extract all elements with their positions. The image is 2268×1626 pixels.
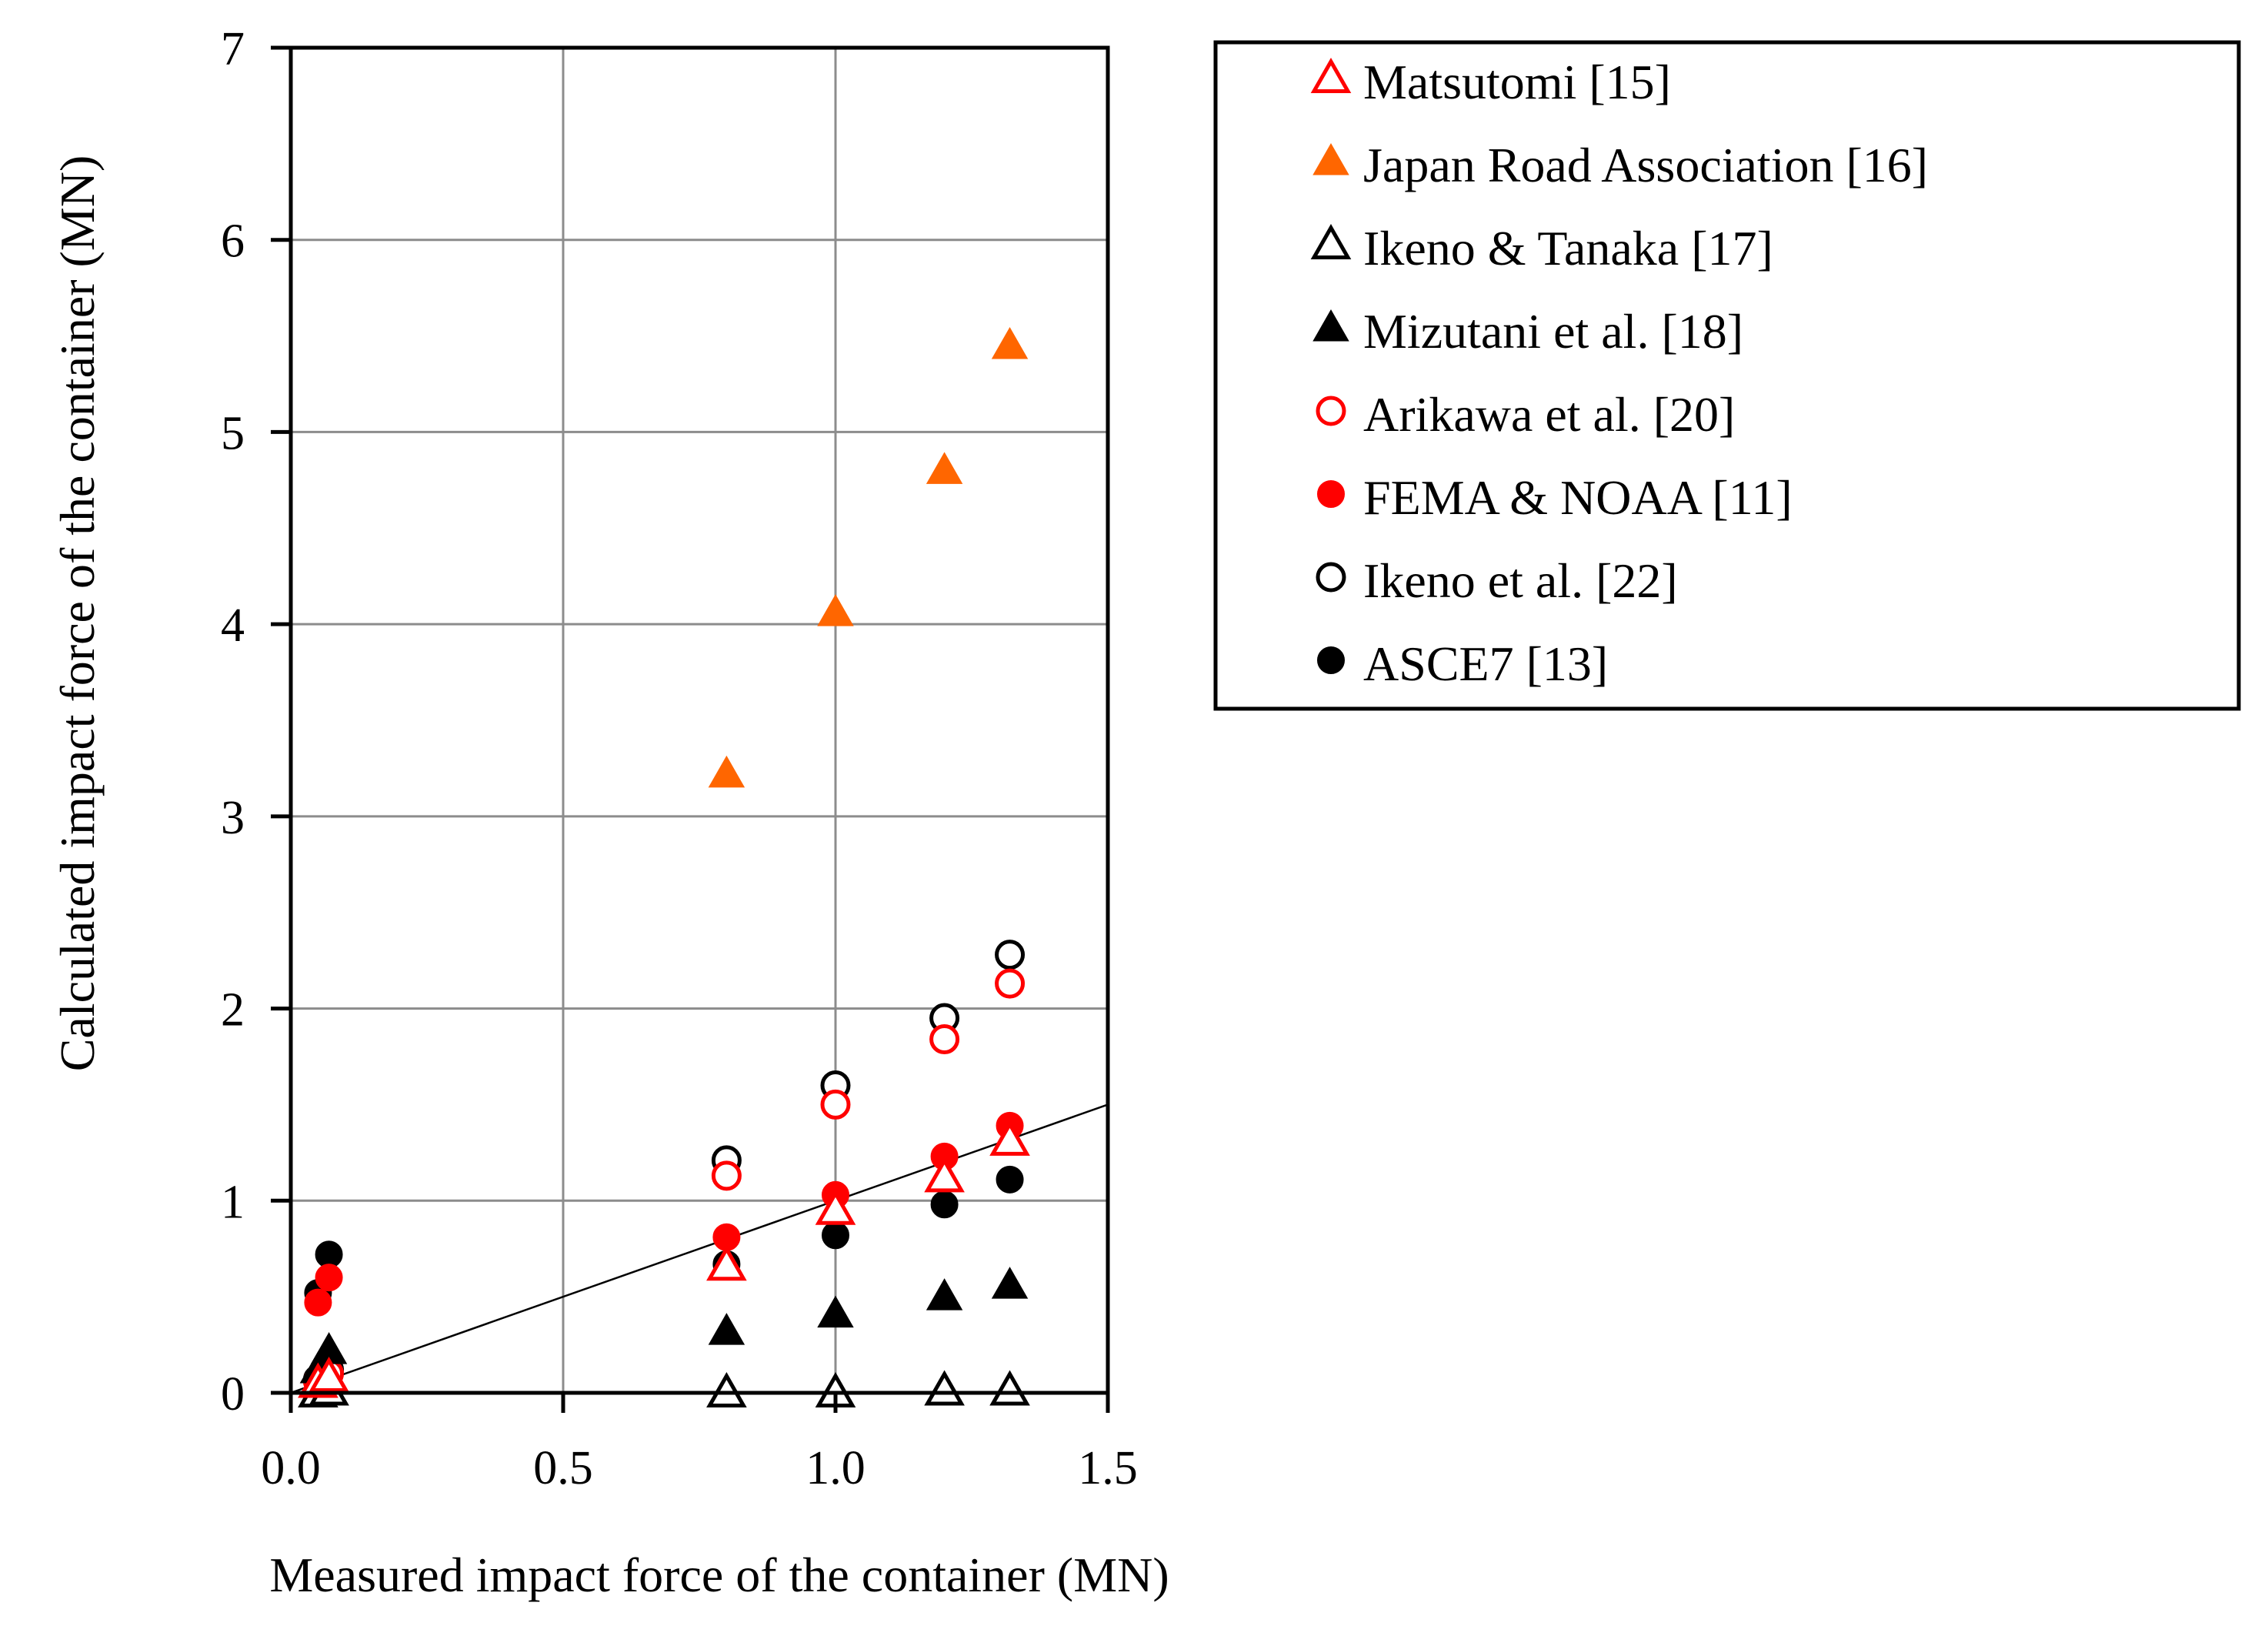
legend: Matsutomi [15] Japan Road Association [16… [1213, 40, 2241, 711]
data-point [989, 1120, 1030, 1156]
data-point [706, 1245, 747, 1281]
data-point [820, 1089, 851, 1120]
series-matsutomi-15 [298, 1120, 1030, 1398]
legend-marker-arikawa-et-al-20 [1316, 396, 1346, 426]
series-arikawa-et-al-20 [302, 968, 1026, 1397]
axis-ticks: 0 1 2 3 4 5 6 7 0.0 0.5 1.0 1.5 [221, 23, 1138, 1494]
x-tick-label: 1.0 [805, 1442, 866, 1494]
grid-lines [291, 48, 1108, 1393]
data-point [315, 1264, 343, 1292]
y-tick-label: 3 [221, 792, 245, 844]
data-point [995, 940, 1026, 970]
data-point [930, 1190, 959, 1219]
data-point [991, 1267, 1029, 1299]
legend-label-japan-road-association-16: Japan Road Association [16] [1363, 138, 1928, 192]
x-tick-label: 0.5 [533, 1442, 593, 1494]
data-point [926, 1278, 963, 1310]
data-point [929, 1024, 960, 1055]
data-point [315, 1240, 343, 1269]
reference-line-y-equals-x [290, 1103, 1109, 1394]
data-point [817, 594, 854, 626]
y-axis-title: Calculated impact force of the container… [50, 155, 105, 1072]
y-tick-label: 2 [221, 984, 245, 1037]
legend-marker-mizutani-et-al-18 [1312, 309, 1349, 342]
legend-marker-matsutomi-15 [1310, 57, 1352, 93]
y-tick-label: 1 [221, 1176, 245, 1228]
y-tick-label: 4 [221, 599, 245, 652]
data-point [815, 1189, 856, 1225]
x-tick-label: 1.5 [1078, 1442, 1138, 1494]
data-point [924, 1157, 965, 1193]
legend-marker-japan-road-association-16 [1312, 142, 1349, 175]
series-asce7-13 [304, 1165, 1024, 1307]
data-point [304, 1288, 332, 1317]
legend-box [1213, 40, 2241, 711]
legend-label-asce7-13: ASCE7 [13] [1363, 636, 1608, 691]
legend-label-ikeno-et-al-22: Ikeno et al. [22] [1363, 553, 1678, 608]
data-point [817, 1295, 854, 1328]
legend-label-fema-noaa-11: FEMA & NOAA [11] [1363, 470, 1793, 525]
series-japan-road-association-16 [708, 327, 1029, 788]
data-point [996, 1165, 1024, 1194]
legend-label-matsutomi-15: Matsutomi [15] [1363, 55, 1671, 109]
x-axis-title: Measured impact force of the container (… [269, 1548, 1169, 1602]
data-point [309, 1356, 349, 1393]
reference-line-group [290, 1103, 1109, 1394]
data-point [926, 452, 963, 484]
data-point [708, 1313, 745, 1345]
legend-marker-asce7-13 [1317, 646, 1345, 674]
data-point [706, 1371, 747, 1407]
data-point [989, 1370, 1030, 1406]
series-mizutani-et-al-18 [299, 1267, 1029, 1384]
legend-marker-fema-noaa-11 [1317, 480, 1345, 508]
data-point [995, 968, 1026, 999]
series-ikeno-tanaka-17 [298, 1370, 1030, 1407]
x-tick-label: 0.0 [261, 1442, 321, 1494]
y-tick-label: 6 [221, 215, 245, 268]
y-tick-label: 7 [221, 23, 245, 75]
legend-label-ikeno-tanaka-17: Ikeno & Tanaka [17] [1363, 221, 1773, 275]
legend-marker-ikeno-tanaka-17 [1310, 223, 1352, 259]
data-point [708, 755, 745, 788]
data-points [298, 327, 1030, 1407]
y-tick-label: 0 [221, 1368, 245, 1421]
y-tick-label: 5 [221, 407, 245, 459]
data-point [924, 1370, 965, 1406]
series-fema-noaa-11 [304, 1111, 1024, 1317]
plot-area-frame [289, 45, 1110, 1395]
legend-label-mizutani-et-al-18: Mizutani et al. [18] [1363, 304, 1743, 359]
data-point [991, 327, 1029, 359]
data-point [711, 1160, 742, 1191]
legend-marker-ikeno-et-al-22 [1316, 562, 1346, 593]
legend-label-arikawa-et-al-20: Arikawa et al. [20] [1363, 387, 1735, 442]
data-point [822, 1221, 849, 1250]
